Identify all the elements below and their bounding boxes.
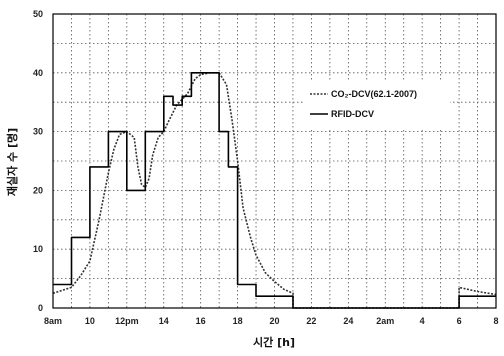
x-tick-label: 18 xyxy=(233,316,243,326)
legend-box xyxy=(304,82,450,128)
series-lines xyxy=(52,72,497,309)
series-rfid-dcv-line xyxy=(53,72,496,309)
x-tick-label: 8am xyxy=(44,316,62,326)
y-tick-label: 30 xyxy=(33,127,43,137)
x-tick-label: 22 xyxy=(306,316,316,326)
x-tick-label: 14 xyxy=(159,316,169,326)
x-tick-label: 2am xyxy=(376,316,394,326)
x-tick-label: 4 xyxy=(420,316,425,326)
y-axis-label: 재실자 수 [명] xyxy=(5,128,19,196)
x-tick-label: 16 xyxy=(196,316,206,326)
series-co2-dcv-line xyxy=(52,72,497,309)
x-tick-label: 20 xyxy=(269,316,279,326)
plot-frame xyxy=(52,13,497,309)
x-tick-label: 6 xyxy=(457,316,462,326)
x-tick-label: 8 xyxy=(493,316,498,326)
x-tick-label: 24 xyxy=(343,316,353,326)
y-tick-label: 0 xyxy=(38,303,43,313)
legend-label-co2-dcv: CO₂-DCV(62.1-2007) xyxy=(331,89,417,99)
legend-label-rfid-dcv: RFID-DCV xyxy=(331,109,374,119)
x-tick-label: 10 xyxy=(85,316,95,326)
y-tick-label: 40 xyxy=(33,68,43,78)
legend: CO₂-DCV(62.1-2007) RFID-DCV xyxy=(304,82,450,128)
tick-labels: 0 10 20 30 40 50 8am 10 12pm 14 16 18 20 22 24 2am 4 6 8 xyxy=(33,9,499,326)
y-tick-label: 50 xyxy=(33,9,43,19)
y-tick-label: 10 xyxy=(33,244,43,254)
y-tick-label: 20 xyxy=(33,185,43,195)
x-tick-label: 12pm xyxy=(115,316,139,326)
x-axis-label: 시간 [h] xyxy=(253,335,295,349)
